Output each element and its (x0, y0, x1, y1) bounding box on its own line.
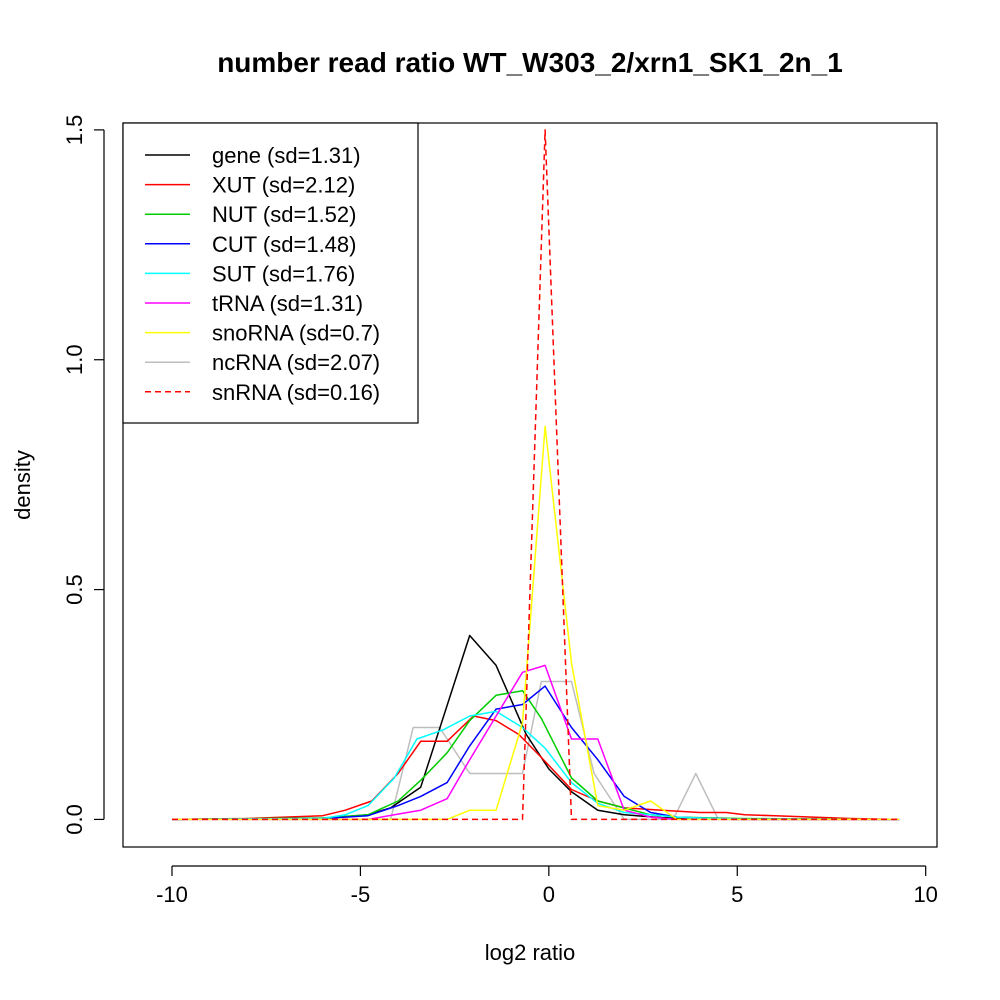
legend-label-xut: XUT (sd=2.12) (212, 173, 355, 198)
series-line-trna (172, 664, 900, 821)
legend-label-snorna: snoRNA (sd=0.7) (212, 321, 380, 346)
series-layer (171, 129, 900, 821)
series-line-snrna (172, 129, 900, 821)
x-tick-label: 5 (731, 882, 743, 907)
series-line-nut (171, 689, 900, 821)
x-tick-label: -5 (351, 882, 371, 907)
y-axis-label: density (10, 450, 35, 520)
legend-label-sut: SUT (sd=1.76) (212, 261, 355, 286)
x-axis: -10 -5 0 5 10 (156, 865, 938, 907)
legend-label-trna: tRNA (sd=1.31) (212, 291, 363, 316)
x-tick-label: -10 (156, 882, 188, 907)
y-tick-label: 1.0 (62, 344, 87, 375)
x-tick-label: 0 (543, 882, 555, 907)
legend-label-cut: CUT (sd=1.48) (212, 232, 356, 257)
y-tick-label: 1.5 (62, 115, 87, 146)
series-line-xut (171, 715, 900, 821)
y-tick-label: 0.0 (62, 804, 87, 835)
x-axis-label: log2 ratio (485, 940, 576, 965)
series-line-snorna (172, 425, 900, 821)
series-line-sut (171, 710, 900, 821)
series-line-gene (171, 634, 900, 821)
series-line-ncrna (172, 680, 900, 821)
y-axis: 0.0 0.5 1.0 1.5 (62, 115, 105, 835)
legend-label-snrna: snRNA (sd=0.16) (212, 380, 380, 405)
y-tick-label: 0.5 (62, 574, 87, 605)
chart-title: number read ratio WT_W303_2/xrn1_SK1_2n_… (217, 47, 843, 78)
legend-label-ncrna: ncRNA (sd=2.07) (212, 350, 380, 375)
legend: gene (sd=1.31) XUT (sd=2.12) NUT (sd=1.52)… (122, 122, 419, 424)
x-tick-label: 10 (913, 882, 937, 907)
plot-frame (122, 122, 938, 848)
legend-label-gene: gene (sd=1.31) (212, 143, 361, 168)
legend-label-nut: NUT (sd=1.52) (212, 202, 356, 227)
